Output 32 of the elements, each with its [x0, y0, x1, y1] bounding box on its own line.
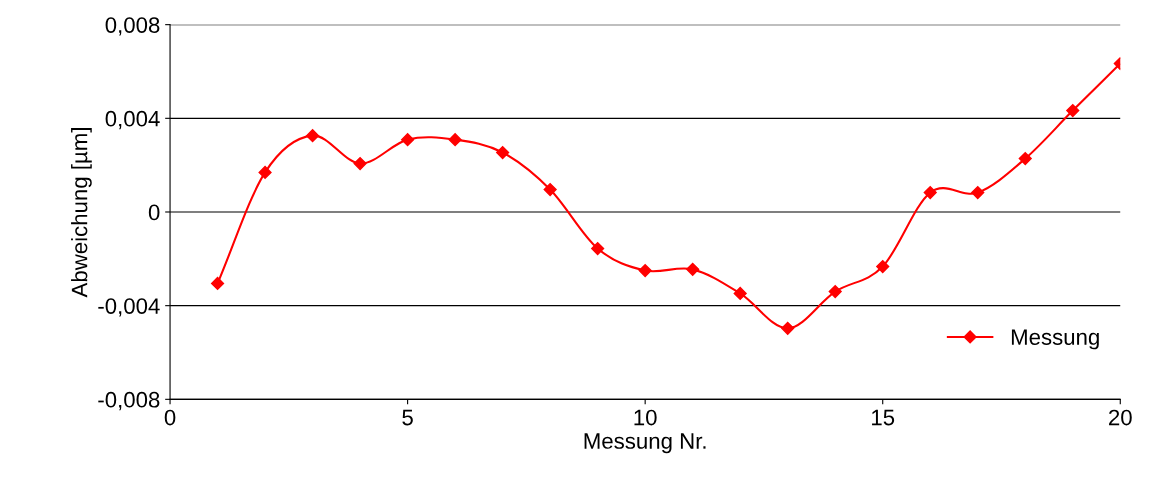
x-tick-label: 10 — [634, 409, 657, 426]
x-tick-label: 5 — [402, 409, 413, 426]
point — [258, 165, 272, 180]
point — [543, 182, 557, 197]
point — [448, 133, 462, 147]
y-tick-label: -0,004 — [98, 298, 160, 317]
point — [1066, 104, 1080, 118]
y-tick-label: -0,008 — [98, 391, 160, 411]
point — [733, 286, 747, 301]
point — [971, 185, 985, 200]
x-tick-label: 0 — [164, 409, 176, 426]
point — [210, 276, 225, 291]
x-axis-title: Messung Nr. — [584, 433, 706, 454]
point — [638, 263, 652, 278]
point — [353, 156, 367, 171]
point — [876, 259, 890, 274]
point — [496, 145, 510, 160]
point — [923, 185, 937, 200]
y-tick-label: 0,008 — [105, 17, 160, 36]
point — [591, 241, 605, 256]
point — [305, 129, 320, 143]
x-tick-label: 20 — [1109, 409, 1132, 426]
x-tick-label: 15 — [872, 409, 895, 426]
point — [686, 262, 700, 276]
point — [781, 321, 795, 335]
y-tick-label: 0 — [148, 204, 160, 221]
y-axis-title: Abweichung [µm] — [71, 128, 92, 298]
point — [828, 285, 842, 299]
point — [1018, 152, 1032, 166]
point — [401, 133, 415, 147]
legend-label: Messung — [1011, 329, 1099, 350]
y-tick-label: 0,004 — [105, 110, 160, 130]
